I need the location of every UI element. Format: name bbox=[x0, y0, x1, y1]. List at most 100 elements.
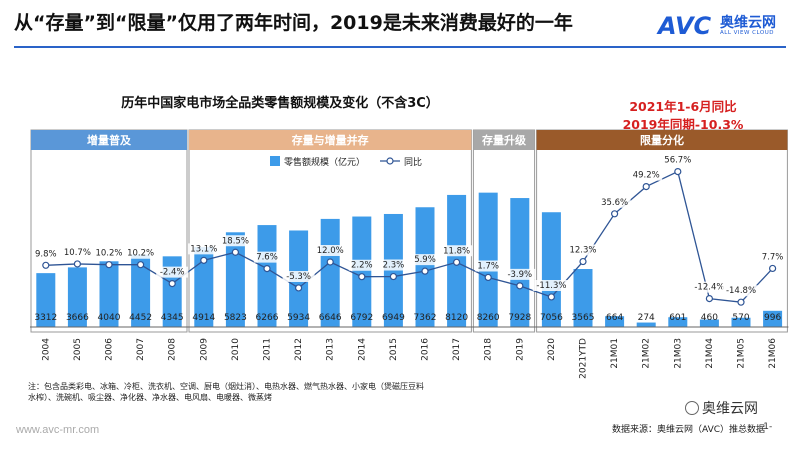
x-tick-2017: 2017 bbox=[452, 338, 462, 361]
bar-21M04 bbox=[699, 319, 719, 327]
chart-title: 历年中国家电市场全品类零售额规模及变化（不含3C） bbox=[121, 96, 439, 111]
bar-label-2008: 4345 bbox=[161, 313, 184, 323]
yoy-label-21M06: 7.7% bbox=[762, 252, 784, 262]
yoy-point-2005 bbox=[73, 260, 82, 268]
yoy-point-2004 bbox=[42, 261, 50, 269]
yoy-label-bg-2021YTD bbox=[567, 244, 599, 256]
bar-2014 bbox=[352, 216, 372, 327]
x-tick-21M02: 21M02 bbox=[642, 338, 652, 369]
wechat-label: 奥维云网 bbox=[702, 401, 758, 417]
bar-label-2020: 7056 bbox=[540, 313, 563, 323]
phase-label-3: 限量分化 bbox=[640, 133, 684, 147]
x-tick-2012: 2012 bbox=[294, 338, 304, 361]
yoy-point-2015 bbox=[389, 272, 397, 281]
logo-cn: 奥维云网 bbox=[720, 15, 776, 31]
subtitle-line2: 2019年同期-10.3% bbox=[622, 117, 744, 132]
yoy-label-2013: 12.0% bbox=[317, 246, 344, 256]
yoy-point-2006 bbox=[105, 261, 113, 269]
bar-label-2006: 4040 bbox=[98, 313, 121, 323]
website-url: www.avc-mr.com bbox=[16, 424, 100, 436]
yoy-point-2014 bbox=[358, 273, 366, 281]
logo-en: ALL VIEW CLOUD bbox=[720, 30, 774, 36]
bar-2018 bbox=[478, 192, 498, 327]
bar-2020 bbox=[541, 212, 561, 327]
legend-line-label: 同比 bbox=[404, 156, 422, 168]
bar-label-21M03: 601 bbox=[669, 313, 686, 323]
yoy-point-2012 bbox=[295, 284, 303, 292]
x-tick-2016: 2016 bbox=[421, 338, 431, 361]
yoy-point-21M05 bbox=[737, 298, 745, 306]
yoy-label-2014: 2.2% bbox=[351, 261, 373, 271]
x-tick-21M03: 21M03 bbox=[673, 338, 683, 369]
bar-21M03 bbox=[668, 317, 688, 327]
legend-line-marker bbox=[386, 157, 394, 165]
subtitle-line1: 2021年1-6月同比 bbox=[629, 99, 737, 114]
bar-label-2009: 4914 bbox=[192, 313, 215, 323]
bar-2011 bbox=[257, 225, 277, 327]
bar-21M06 bbox=[763, 310, 783, 327]
yoy-label-2017: 11.8% bbox=[443, 246, 470, 256]
bar-label-21M01: 664 bbox=[606, 313, 623, 323]
yoy-label-2015: 2.3% bbox=[383, 261, 405, 271]
bar-label-2015: 6949 bbox=[382, 313, 405, 323]
bar-2007 bbox=[131, 254, 151, 327]
yoy-label-bg-2016 bbox=[411, 254, 439, 266]
yoy-label-bg-2015 bbox=[380, 259, 407, 271]
phase-header-3 bbox=[536, 130, 788, 150]
x-tick-2009: 2009 bbox=[199, 338, 209, 361]
yoy-label-21M03: 56.7% bbox=[664, 156, 691, 166]
yoy-label-bg-2010 bbox=[219, 235, 252, 247]
phase-header-0 bbox=[31, 130, 187, 150]
bar-label-2014: 6792 bbox=[350, 313, 373, 323]
x-tick-21M06: 21M06 bbox=[768, 338, 778, 369]
yoy-label-bg-2007 bbox=[124, 247, 157, 259]
footnote-line1: 注：包含品类彩电、冰箱、冷柜、洗衣机、空调、厨电（烟灶消）、电热水器、燃气热水器… bbox=[28, 382, 424, 391]
yoy-point-2019 bbox=[516, 282, 524, 290]
footnote-line2: 水榨）、洗碗机、吸尘器、净化器、净水器、电风扇、电暖器、微蒸烤 bbox=[28, 393, 272, 402]
yoy-label-2010: 18.5% bbox=[222, 236, 249, 246]
bar-label-2017: 8120 bbox=[445, 313, 468, 323]
yoy-label-21M02: 49.2% bbox=[633, 171, 660, 181]
yoy-label-2019: -3.9% bbox=[507, 270, 532, 280]
page-number: -1- bbox=[760, 422, 773, 432]
x-tick-2011: 2011 bbox=[263, 338, 273, 361]
bar-label-2010: 5823 bbox=[224, 313, 247, 323]
phase-header-1 bbox=[189, 130, 472, 150]
bar-label-2004: 3312 bbox=[34, 313, 57, 323]
legend-bar-swatch bbox=[270, 156, 280, 166]
x-tick-2014: 2014 bbox=[357, 338, 367, 361]
yoy-line bbox=[45, 170, 774, 303]
header-divider bbox=[14, 46, 786, 48]
yoy-label-bg-21M03 bbox=[661, 154, 694, 166]
yoy-point-2021YTD bbox=[579, 257, 587, 266]
yoy-point-21M06 bbox=[768, 264, 777, 273]
bar-label-2007: 4452 bbox=[129, 313, 152, 323]
yoy-label-bg-21M05 bbox=[722, 285, 760, 297]
yoy-label-bg-2014 bbox=[348, 259, 375, 271]
yoy-label-2018: 1.7% bbox=[477, 261, 499, 271]
footnote: 注：包含品类彩电、冰箱、冷柜、洗衣机、空调、厨电（烟灶消）、电热水器、燃气热水器… bbox=[28, 381, 448, 403]
bar-2013 bbox=[320, 218, 340, 327]
yoy-label-21M01: 35.6% bbox=[601, 198, 628, 208]
x-tick-2018: 2018 bbox=[484, 338, 494, 361]
x-tick-21M01: 21M01 bbox=[610, 338, 620, 369]
yoy-label-2006: 10.2% bbox=[95, 249, 122, 259]
bar-2021YTD bbox=[573, 269, 593, 327]
x-tick-2008: 2008 bbox=[168, 338, 178, 361]
x-tick-2015: 2015 bbox=[389, 338, 399, 361]
wechat-watermark: 奥维云网 bbox=[685, 398, 758, 418]
bar-label-2011: 6266 bbox=[256, 313, 279, 323]
yoy-label-bg-2009 bbox=[187, 243, 220, 255]
bar-label-21M05: 570 bbox=[732, 313, 749, 323]
bar-label-21M04: 460 bbox=[701, 313, 718, 323]
yoy-point-2016 bbox=[421, 267, 429, 275]
yoy-label-2007: 10.2% bbox=[127, 249, 154, 259]
bar-label-2021YTD: 3565 bbox=[572, 313, 595, 323]
yoy-label-bg-21M02 bbox=[630, 169, 663, 181]
bar-label-21M06: 996 bbox=[764, 313, 781, 323]
yoy-label-bg-21M01 bbox=[598, 196, 631, 208]
logo-mark: AVC bbox=[658, 12, 712, 40]
x-tick-2019: 2019 bbox=[515, 338, 525, 361]
yoy-label-bg-21M04 bbox=[690, 281, 729, 293]
